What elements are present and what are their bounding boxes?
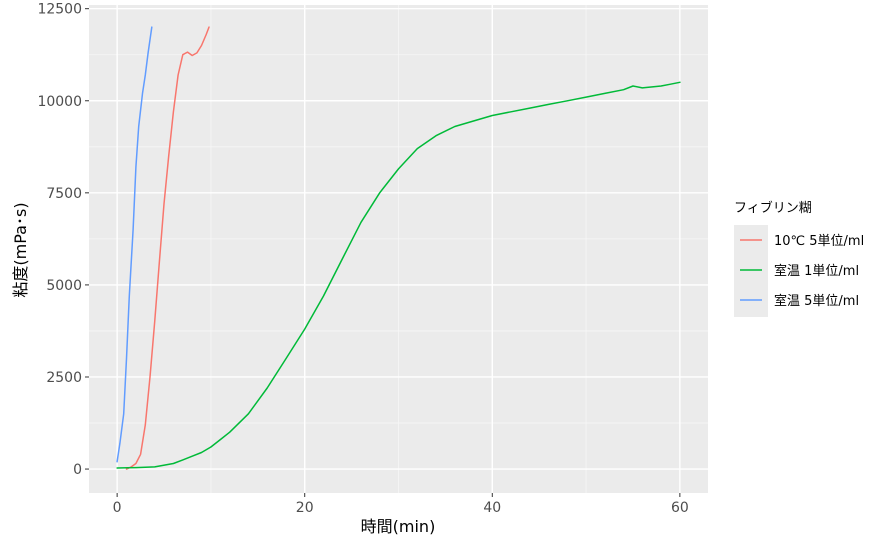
y-tick-label: 2500: [46, 370, 82, 386]
y-tick-label: 10000: [37, 94, 82, 110]
x-tick-label: 20: [296, 500, 314, 516]
x-axis: 0 20 40 60: [113, 493, 689, 516]
y-axis: 0 2500 5000 7500 10000 12500: [37, 2, 89, 478]
legend-label-3: 室温 5単位/ml: [774, 293, 859, 309]
y-tick-label: 5000: [46, 278, 82, 294]
major-gridlines: [89, 5, 708, 493]
x-tick-label: 0: [113, 500, 122, 516]
legend-items: 10℃ 5単位/ml 室温 1単位/ml 室温 5単位/ml: [740, 233, 864, 309]
series-line-1: [125, 26, 210, 470]
series-line-3: [116, 26, 153, 463]
y-tick-label: 12500: [37, 2, 82, 18]
legend: フィブリン糊 10℃ 5単位/ml 室温 1単位/ml 室温 5単位/ml: [734, 200, 864, 317]
x-axis-title: 時間(min): [361, 517, 436, 536]
series-lines: [116, 26, 681, 470]
legend-background: [734, 225, 768, 317]
series-line-2: [116, 81, 681, 469]
y-axis-title: 粘度(mPa･s): [11, 202, 30, 297]
y-tick-label: 0: [73, 462, 82, 478]
legend-label-2: 室温 1単位/ml: [774, 263, 859, 279]
y-tick-label: 7500: [46, 186, 82, 202]
legend-label-1: 10℃ 5単位/ml: [774, 233, 864, 249]
legend-title: フィブリン糊: [734, 200, 812, 216]
x-tick-label: 40: [483, 500, 501, 516]
x-tick-label: 60: [671, 500, 689, 516]
